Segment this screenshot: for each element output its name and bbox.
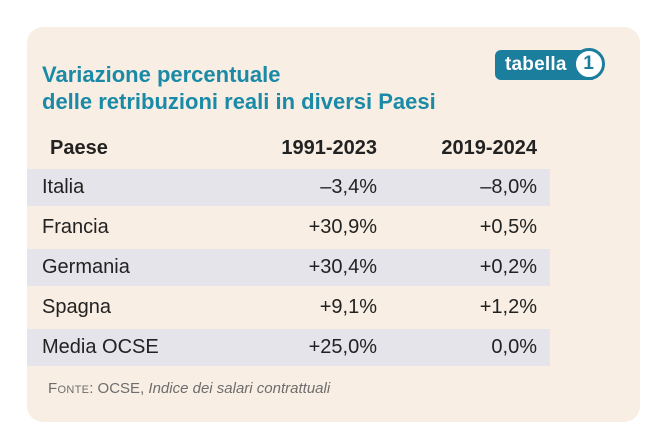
cell-country: Francia [42, 216, 109, 238]
cell-country: Italia [42, 176, 85, 198]
cell-country: Spagna [42, 296, 111, 318]
cell-value-1: –3,4% [320, 176, 377, 198]
source-title: Indice dei salari contrattuali [148, 380, 331, 397]
source-org: : OCSE, [89, 380, 149, 397]
table-row: Germania +30,4% +0,2% [27, 249, 550, 286]
cell-value-2: 0,0% [491, 336, 537, 358]
header-period-1: 1991-2023 [281, 136, 377, 159]
table-header: Paese 1991-2023 2019-2024 [27, 130, 550, 166]
title-line-1: Variazione percentuale [42, 62, 281, 87]
table-title: Variazione percentuale delle retribuzion… [42, 61, 436, 115]
cell-value-1: +30,9% [308, 216, 377, 238]
source-note: Fonte: OCSE, Indice dei salari contrattu… [48, 380, 330, 397]
table-row: Media OCSE +25,0% 0,0% [27, 329, 550, 366]
data-table: Paese 1991-2023 2019-2024 Italia –3,4% –… [27, 130, 550, 366]
cell-value-1: +9,1% [319, 296, 377, 318]
cell-value-1: +30,4% [308, 256, 377, 278]
cell-value-2: +0,5% [479, 216, 537, 238]
cell-country: Germania [42, 256, 130, 278]
table-tag: tabella 1 [495, 48, 605, 81]
cell-value-1: +25,0% [308, 336, 377, 358]
cell-value-2: +1,2% [479, 296, 537, 318]
header-period-2: 2019-2024 [441, 136, 537, 159]
header-country: Paese [50, 136, 108, 159]
table-row: Spagna +9,1% +1,2% [27, 289, 550, 326]
title-line-2: delle retribuzioni reali in diversi Paes… [42, 89, 436, 114]
source-label: Fonte [48, 380, 90, 397]
tag-number: 1 [572, 48, 605, 80]
table-row: Francia +30,9% +0,5% [27, 209, 550, 246]
table-row: Italia –3,4% –8,0% [27, 169, 550, 206]
cell-value-2: +0,2% [479, 256, 537, 278]
cell-value-2: –8,0% [480, 176, 537, 198]
cell-country: Media OCSE [42, 336, 159, 358]
